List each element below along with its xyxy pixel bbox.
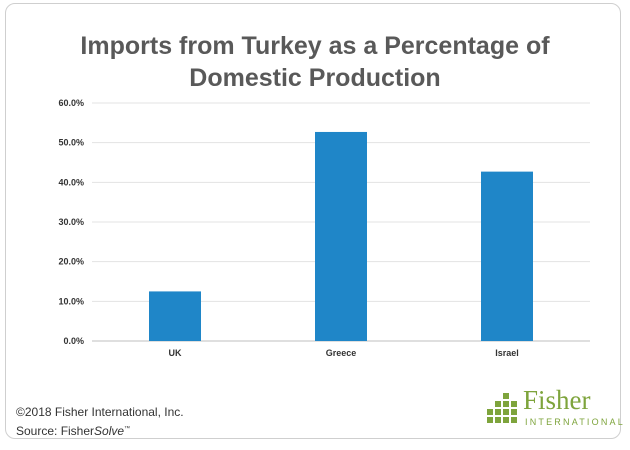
trademark-mark: ™: [124, 426, 131, 432]
y-tick-label: 30.0%: [58, 217, 84, 227]
y-tick-label: 20.0%: [58, 257, 84, 267]
chart-title: Imports from Turkey as a Percentage of D…: [0, 30, 630, 94]
copyright-text: ©2018 Fisher International, Inc.: [16, 405, 184, 419]
y-tick-label: 40.0%: [58, 177, 84, 187]
fisher-logo-mark-icon: [487, 393, 517, 423]
source-italic: Solve: [94, 424, 125, 438]
x-axis-categories: UK Greece Israel: [169, 348, 519, 358]
chart-title-line-2: Domestic Production: [189, 64, 441, 92]
y-tick-label: 50.0%: [58, 138, 84, 148]
x-category-label: Israel: [495, 348, 519, 358]
bars: [149, 131, 533, 341]
bar-greece: [315, 131, 367, 341]
x-category-label: Greece: [326, 348, 357, 358]
source-prefix: Source: Fisher: [16, 424, 95, 438]
logo-subtitle: INTERNATIONAL: [525, 417, 625, 427]
y-tick-label: 10.0%: [58, 296, 84, 306]
footer: ©2018 Fisher International, Inc. Source:…: [16, 404, 184, 440]
x-category-label: UK: [169, 348, 182, 358]
bar-israel: [481, 171, 533, 341]
source-text: Source: FisherSolve™: [16, 421, 184, 440]
bar-uk: [149, 291, 201, 341]
fisher-logo: Fisher INTERNATIONAL: [487, 385, 623, 437]
y-tick-label: 0.0%: [63, 336, 84, 346]
y-tick-label: 60.0%: [58, 98, 84, 108]
y-axis-ticks: 0.0% 10.0% 20.0% 30.0% 40.0% 50.0% 60.0%: [58, 98, 84, 346]
chart-title-line-1: Imports from Turkey as a Percentage of: [80, 32, 550, 60]
logo-wordmark: Fisher: [523, 385, 591, 415]
